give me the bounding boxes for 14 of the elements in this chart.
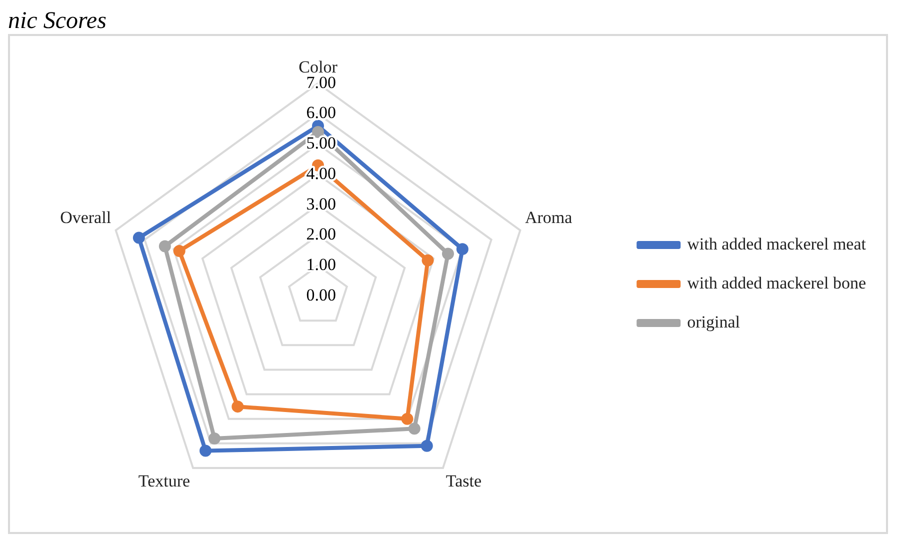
spoke-label: Aroma (524, 208, 573, 228)
y-tick-label: 5.00 (306, 134, 336, 153)
spoke-label: Texture (138, 472, 190, 491)
y-tick-label: 1.00 (306, 255, 336, 274)
spoke-label: Overall (60, 208, 112, 228)
legend-label: original (687, 312, 740, 332)
chart-title: nic Scores (8, 8, 108, 34)
y-tick-label: 6.00 (306, 103, 336, 122)
y-tick-label: 0.00 (306, 285, 336, 304)
legend-label: with added mackerel bone (687, 273, 866, 292)
y-tick-label: 3.00 (306, 194, 336, 214)
spoke-label: Taste (446, 472, 482, 491)
y-tick-label: 2.00 (306, 224, 336, 244)
legend-label: with added mackerel meat (687, 234, 866, 254)
